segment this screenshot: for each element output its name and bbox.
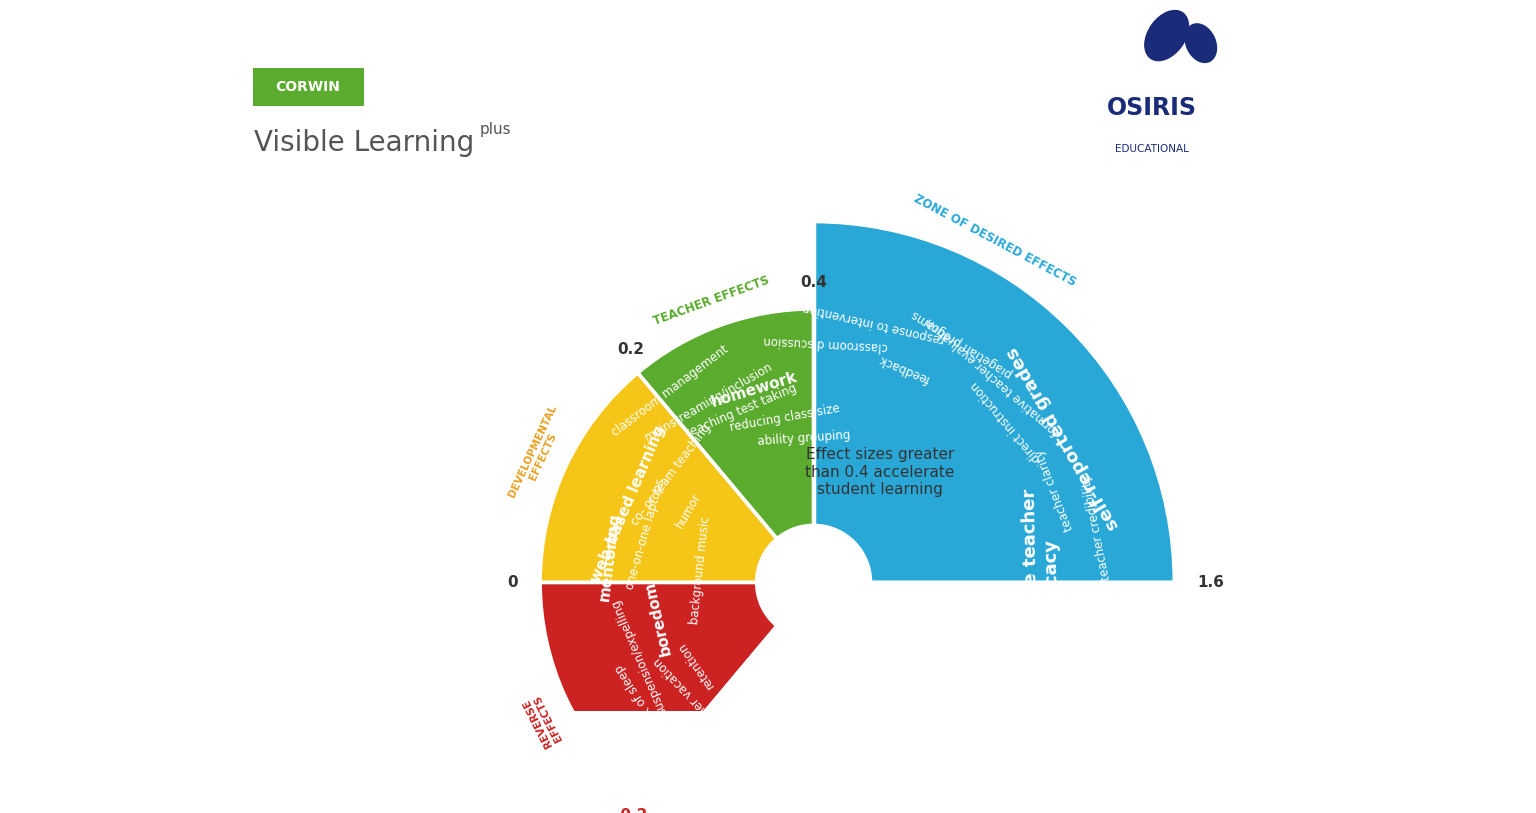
Text: -0.2: -0.2 bbox=[614, 808, 647, 813]
Text: 0.4: 0.4 bbox=[800, 275, 826, 290]
Text: 0: 0 bbox=[507, 575, 518, 589]
Text: feedback: feedback bbox=[877, 353, 931, 385]
Text: co- or team teaching: co- or team teaching bbox=[628, 422, 714, 528]
Text: Effect sizes greater
than 0.4 accelerate
student learning: Effect sizes greater than 0.4 accelerate… bbox=[805, 447, 955, 497]
Text: DEVELOPMENTAL
EFFECTS: DEVELOPMENTAL EFFECTS bbox=[507, 404, 570, 504]
Ellipse shape bbox=[1144, 10, 1189, 61]
Text: ZONE OF DESIRED EFFECTS: ZONE OF DESIRED EFFECTS bbox=[912, 192, 1078, 289]
Text: 1.6: 1.6 bbox=[1197, 575, 1224, 589]
Text: classroom management: classroom management bbox=[608, 343, 731, 439]
Text: direct instruction: direct instruction bbox=[968, 378, 1043, 464]
Text: teaching test taking: teaching test taking bbox=[684, 382, 799, 441]
Text: ability grouping: ability grouping bbox=[757, 428, 851, 448]
Text: lack of sleep: lack of sleep bbox=[613, 662, 664, 731]
Text: mainstreaming/inclusion: mainstreaming/inclusion bbox=[642, 359, 776, 444]
Text: one-on-one laptops: one-on-one laptops bbox=[624, 477, 668, 591]
Wedge shape bbox=[637, 309, 814, 539]
Text: reducing class size: reducing class size bbox=[728, 402, 840, 434]
Text: collective teacher
efficacy: collective teacher efficacy bbox=[1020, 488, 1063, 669]
Text: plus: plus bbox=[479, 122, 511, 137]
Text: humor: humor bbox=[673, 490, 703, 530]
FancyBboxPatch shape bbox=[253, 68, 364, 107]
Text: summer vacation: summer vacation bbox=[651, 654, 731, 738]
Text: suspension/expelling: suspension/expelling bbox=[608, 597, 670, 716]
Text: EDUCATIONAL: EDUCATIONAL bbox=[1115, 145, 1189, 154]
Wedge shape bbox=[814, 222, 1174, 582]
Text: TEACHER EFFECTS: TEACHER EFFECTS bbox=[651, 273, 771, 328]
Text: background music: background music bbox=[688, 515, 713, 625]
Ellipse shape bbox=[1184, 23, 1217, 63]
Text: self-reported grades: self-reported grades bbox=[1003, 343, 1123, 533]
Text: REVERSE
EFFECTS: REVERSE EFFECTS bbox=[521, 692, 565, 749]
Text: classroom discussion: classroom discussion bbox=[763, 333, 889, 353]
Text: OSIRIS: OSIRIS bbox=[1106, 96, 1197, 120]
Text: piagetian programs: piagetian programs bbox=[909, 308, 1015, 380]
Text: mentoring: mentoring bbox=[598, 512, 624, 602]
Text: web-based learning: web-based learning bbox=[588, 423, 668, 585]
Text: formative teacher evaluation: formative teacher evaluation bbox=[923, 315, 1063, 437]
Text: 0.2: 0.2 bbox=[617, 341, 644, 357]
Text: teacher clarity: teacher clarity bbox=[1034, 447, 1077, 533]
Text: retention: retention bbox=[674, 639, 716, 691]
Text: boredom: boredom bbox=[642, 580, 674, 657]
Text: response to intervention: response to intervention bbox=[802, 301, 946, 346]
Text: Visible Learning: Visible Learning bbox=[253, 129, 475, 158]
Wedge shape bbox=[541, 373, 777, 582]
Wedge shape bbox=[541, 582, 777, 792]
Text: teacher credibility: teacher credibility bbox=[1080, 473, 1114, 581]
Text: CORWIN: CORWIN bbox=[275, 80, 339, 94]
Text: homework: homework bbox=[710, 370, 800, 410]
